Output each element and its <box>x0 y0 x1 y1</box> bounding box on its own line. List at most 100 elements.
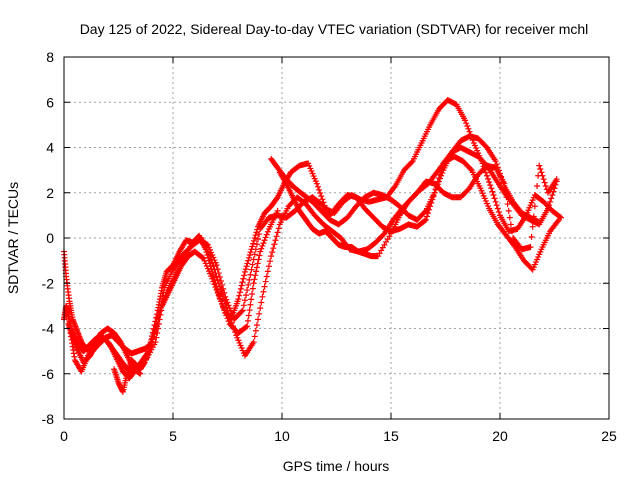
data-point <box>258 299 265 306</box>
data-point <box>238 308 245 315</box>
data-point <box>248 266 255 273</box>
data-point <box>439 164 446 171</box>
data-point <box>157 311 164 318</box>
data-point <box>548 195 555 202</box>
data-point <box>225 318 232 325</box>
data-point <box>262 278 269 285</box>
data-point <box>222 309 229 316</box>
data-point <box>258 245 265 252</box>
data-point <box>556 213 563 220</box>
data-point <box>158 307 165 314</box>
data-point <box>546 202 553 209</box>
data-point <box>488 185 495 192</box>
data-point <box>237 285 244 292</box>
data-point <box>253 322 260 329</box>
y-tick-label: -2 <box>42 275 55 291</box>
data-point <box>155 325 162 332</box>
data-point <box>465 125 472 132</box>
data-point <box>223 312 230 319</box>
data-point <box>247 301 254 308</box>
data-point <box>215 292 222 299</box>
data-point <box>508 228 515 235</box>
y-tick-label: 0 <box>46 230 54 246</box>
data-point <box>245 257 252 264</box>
data-point <box>264 268 271 275</box>
data-point <box>238 282 245 289</box>
data-point <box>222 293 229 300</box>
data-point <box>434 178 441 185</box>
data-point <box>492 198 499 205</box>
data-point <box>252 272 259 279</box>
data-point <box>217 277 224 284</box>
data-point <box>319 196 326 203</box>
data-point <box>216 274 223 281</box>
data-point <box>215 270 222 277</box>
data-point <box>271 241 278 248</box>
data-point <box>494 205 501 212</box>
data-point <box>250 339 257 346</box>
data-point <box>224 315 231 322</box>
data-point <box>429 196 436 203</box>
data-point <box>435 175 442 182</box>
data-point <box>252 232 259 239</box>
data-point <box>537 165 544 172</box>
y-tick-label: -6 <box>42 366 55 382</box>
data-point <box>425 210 432 217</box>
data-point <box>254 260 261 267</box>
data-point <box>555 216 562 223</box>
y-axis-title: SDTVAR / TECUs <box>5 182 21 294</box>
data-point <box>255 316 262 323</box>
data-point <box>210 263 217 270</box>
data-point <box>542 182 549 189</box>
y-tick-label: 2 <box>46 185 54 201</box>
data-point <box>220 285 227 292</box>
data-point <box>244 260 251 267</box>
data-point <box>244 323 251 330</box>
data-point <box>482 169 489 176</box>
data-point <box>239 279 246 286</box>
data-point <box>485 175 492 182</box>
data-point <box>539 172 546 179</box>
data-point <box>437 171 444 178</box>
y-tick-label: -4 <box>42 321 55 337</box>
data-point <box>428 199 435 206</box>
data-point <box>267 258 274 265</box>
data-point <box>507 221 514 228</box>
chart-title: Day 125 of 2022, Sidereal Day-to-day VTE… <box>80 21 589 37</box>
data-point <box>253 241 260 248</box>
data-point <box>540 176 547 183</box>
data-point <box>505 207 512 214</box>
x-tick-label: 15 <box>383 428 399 444</box>
data-point <box>246 276 253 283</box>
data-point <box>430 193 437 200</box>
data-point <box>199 254 206 261</box>
data-point <box>248 296 255 303</box>
data-point <box>236 292 243 299</box>
data-point <box>262 234 269 241</box>
data-point <box>464 123 471 130</box>
data-point <box>209 275 216 282</box>
data-point <box>154 330 161 337</box>
data-point <box>255 256 262 263</box>
data-point <box>160 289 167 296</box>
data-point <box>316 186 323 193</box>
x-axis-title: GPS time / hours <box>283 458 390 474</box>
data-point <box>214 266 221 273</box>
data-point <box>251 251 258 258</box>
data-point <box>244 287 251 294</box>
y-axis-ticks: -8 -6 -4 -2 0 2 4 6 8 <box>42 49 609 427</box>
data-point <box>490 192 497 199</box>
data-point <box>423 213 430 220</box>
data-point <box>408 159 415 166</box>
data-point <box>253 268 260 275</box>
data-point <box>506 214 513 221</box>
data-point <box>256 252 263 259</box>
y-tick-label: 8 <box>46 49 54 65</box>
x-tick-label: 5 <box>169 428 177 444</box>
data-point <box>246 254 253 261</box>
data-point <box>493 202 500 209</box>
data-point <box>227 307 234 314</box>
data-point <box>422 216 429 223</box>
data-point <box>530 213 537 220</box>
data-point <box>249 243 256 250</box>
